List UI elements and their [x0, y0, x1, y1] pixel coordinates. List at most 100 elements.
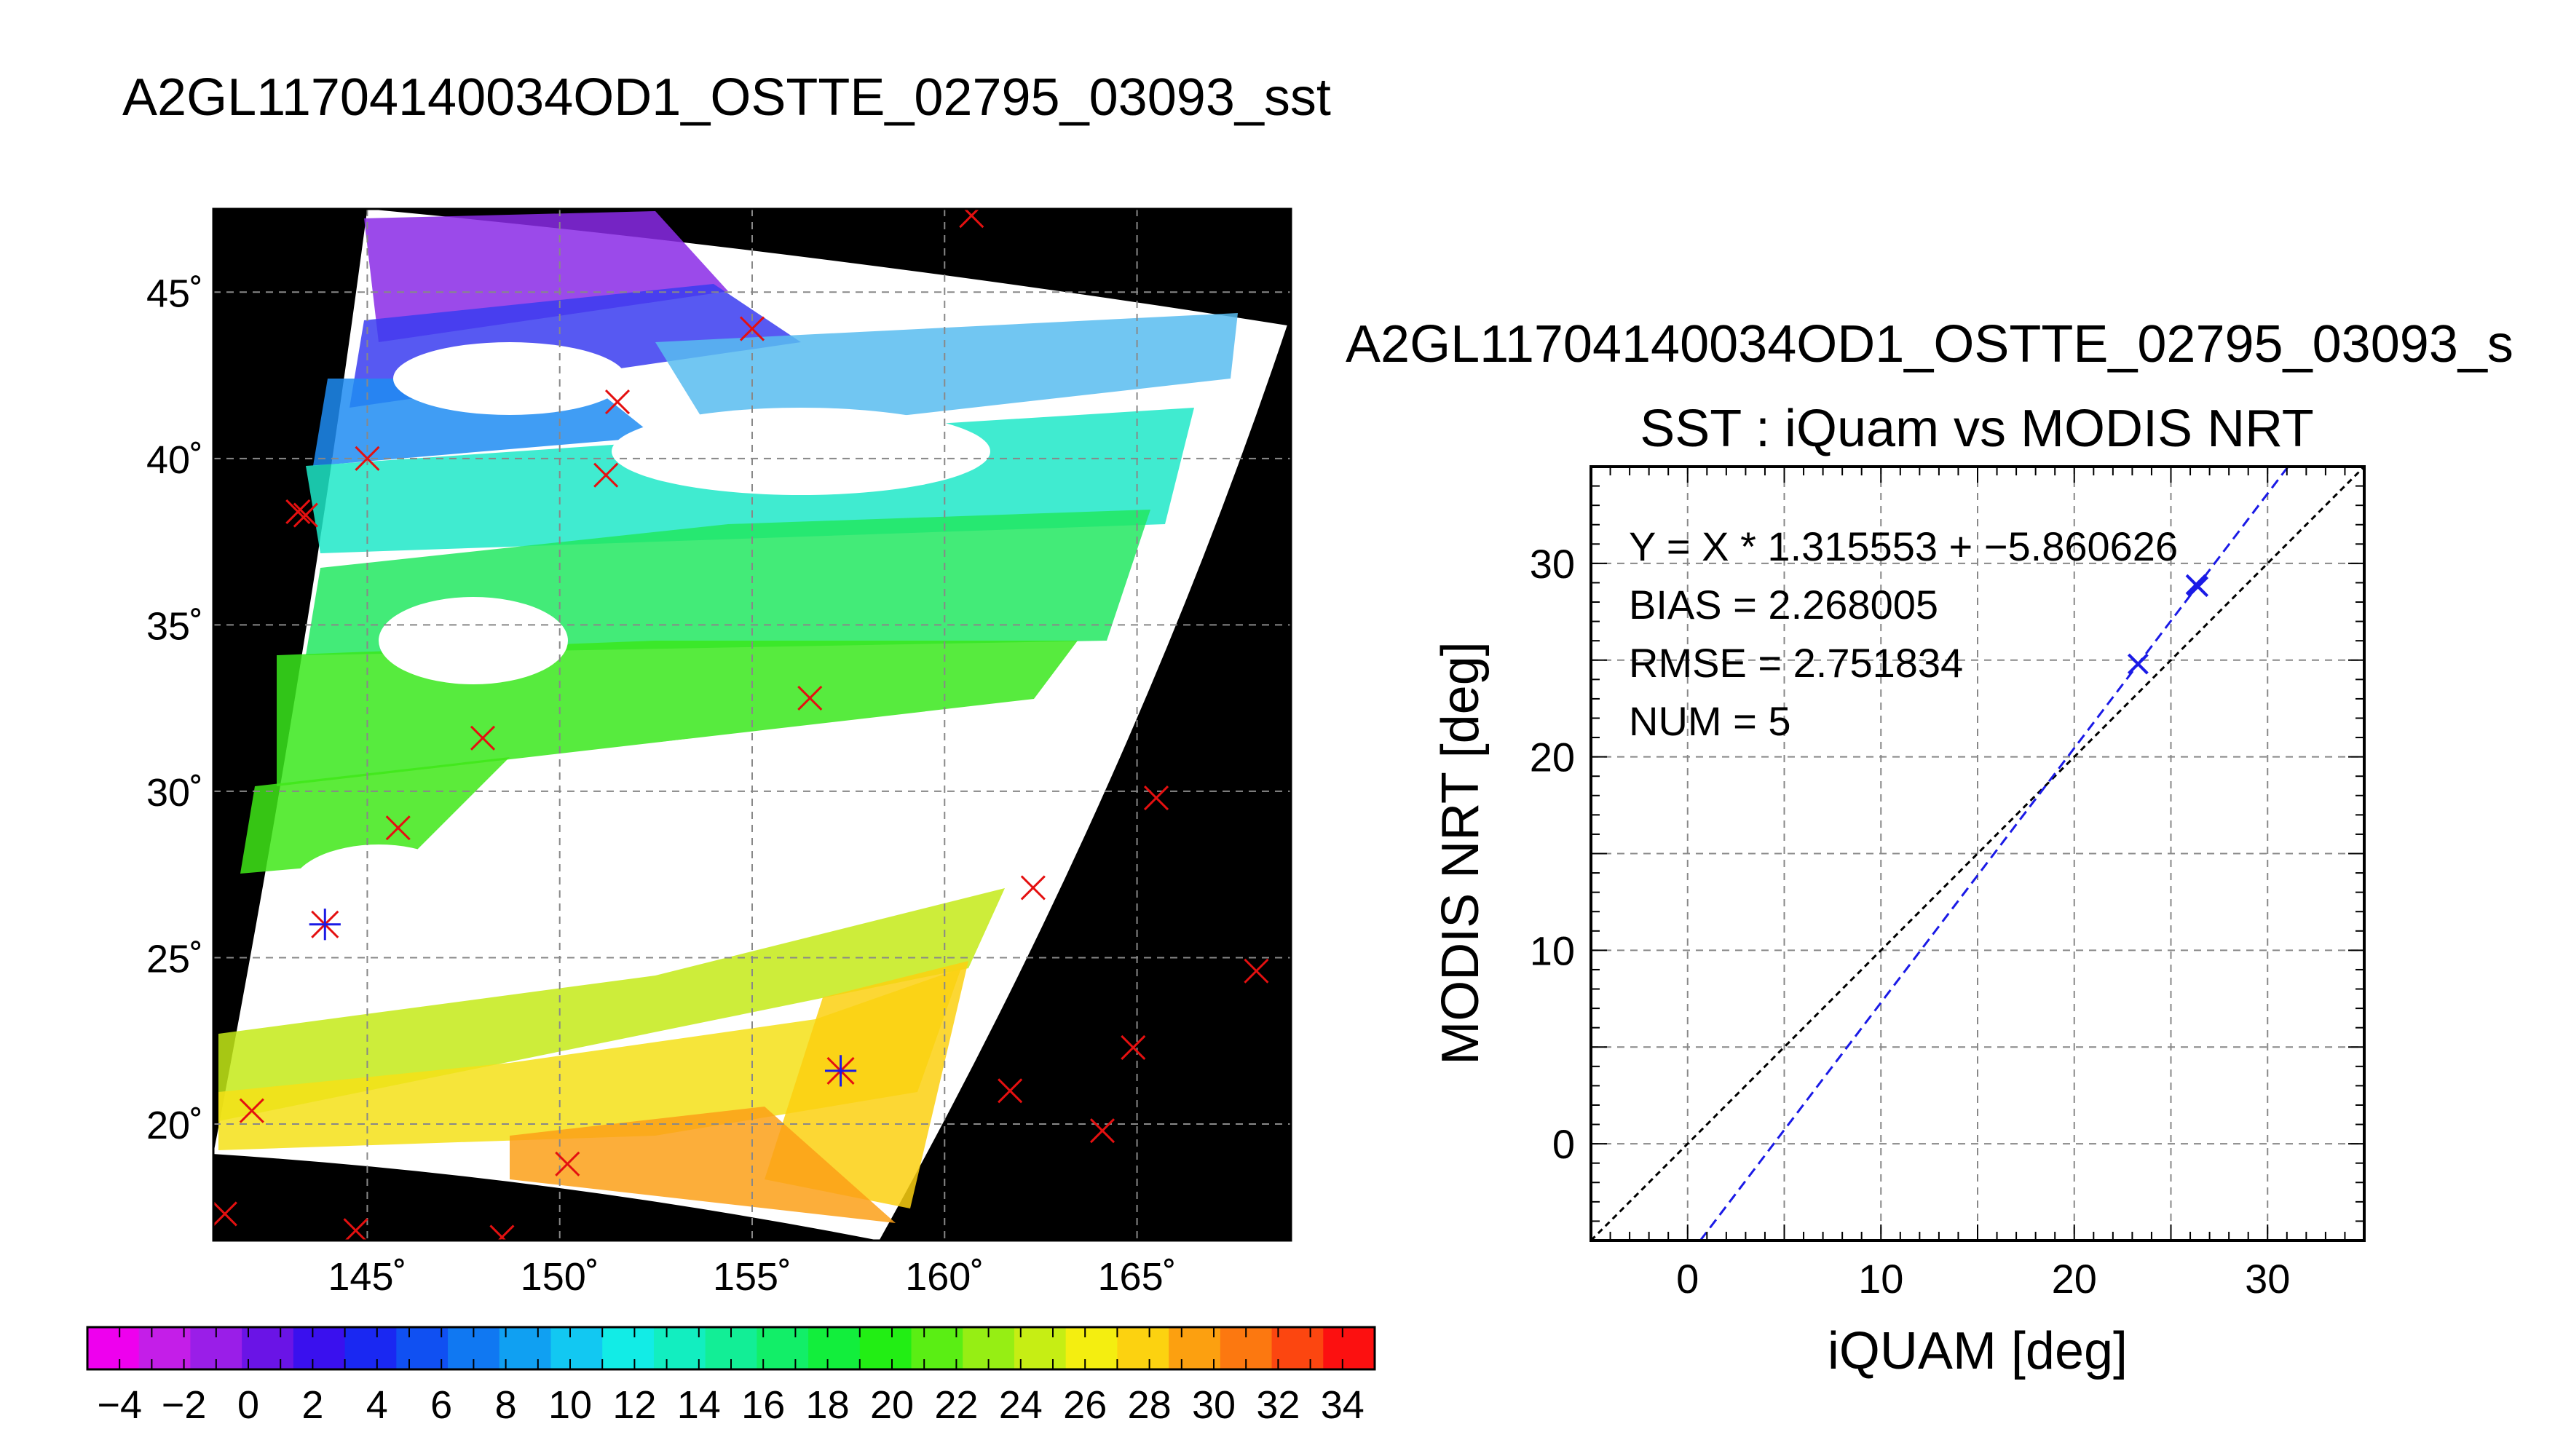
colorbar-tick-label: 20 — [870, 1383, 914, 1427]
scatter-title: SST : iQuam vs MODIS NRT — [1640, 400, 2314, 458]
lon-tick-label: 150˚ — [521, 1255, 599, 1299]
match-marker — [213, 1201, 237, 1227]
bias-value: BIAS = 2.268005 — [1629, 582, 1938, 628]
colorbar-tick-label: 24 — [999, 1383, 1043, 1427]
sst-field — [218, 211, 1238, 1223]
lat-tick-label: 40˚ — [146, 438, 203, 482]
cloud-gap — [379, 597, 568, 684]
match-marker — [385, 815, 411, 841]
y-tick-label: 20 — [1530, 735, 1575, 780]
match-marker — [1244, 958, 1269, 984]
match-marker — [1020, 875, 1046, 901]
colorbar: −4 −2 0 2 4 6 8 10 12 14 16 18 20 22 24 26 28 30 32 34 — [86, 1326, 1376, 1427]
colorbar-swatch — [1271, 1327, 1324, 1369]
star-marker — [309, 909, 341, 941]
colorbar-tick-labels: −4 −2 0 2 4 6 8 10 12 14 16 18 20 22 24 26 28 30 32 34 — [97, 1383, 1364, 1427]
map-frame — [212, 207, 1292, 1242]
y-tick-label: 0 — [1552, 1121, 1575, 1167]
colorbar-swatch — [1014, 1327, 1067, 1369]
colorbar-tick-label: −2 — [162, 1383, 207, 1427]
scatter-point — [2127, 653, 2149, 675]
cloud-gap — [532, 735, 998, 866]
y-axis-label: MODIS NRT [deg] — [1431, 641, 1490, 1065]
one-to-one-line — [1590, 465, 2366, 1242]
num-value: NUM = 5 — [1629, 698, 1791, 744]
match-marker — [959, 209, 984, 229]
colorbar-swatch — [1065, 1327, 1118, 1369]
scatter-heading: A2GL11704140034OD1_OSTTE_02795_03093_s — [1346, 315, 2513, 373]
y-tick-label: 10 — [1530, 927, 1575, 973]
match-marker — [489, 1224, 515, 1241]
colorbar-swatch — [396, 1327, 449, 1369]
lon-tick-label: 145˚ — [328, 1255, 406, 1299]
colorbar-swatch — [1323, 1327, 1375, 1369]
map-markers — [213, 209, 1269, 1241]
scatter-grid — [1591, 467, 2364, 1241]
colorbar-tick-label: 14 — [677, 1383, 721, 1427]
match-marker — [555, 1151, 580, 1176]
colorbar-tick-label: 22 — [934, 1383, 978, 1427]
match-marker — [1089, 1118, 1115, 1144]
colorbar-swatch — [602, 1327, 655, 1369]
colorbar-ticks — [119, 1327, 1343, 1369]
sst-patch — [218, 968, 961, 1150]
colorbar-tick-label: 18 — [806, 1383, 850, 1427]
cloud-gap — [393, 342, 626, 415]
page-title: A2GL11704140034OD1_OSTTE_02795_03093_sst — [122, 68, 1331, 127]
rmse-value: RMSE = 2.751834 — [1629, 640, 1963, 686]
sst-patch — [240, 757, 510, 874]
scatter-tick-labels: 0 10 20 30 0 10 20 30 — [1530, 541, 2291, 1302]
colorbar-tick-label: 26 — [1063, 1383, 1107, 1427]
map-tick-labels: 145˚ 150˚ 155˚ 160˚ 165˚ 20˚ 25˚ 30˚ 35˚ 40˚ 45˚ — [146, 272, 1177, 1299]
sst-patch — [765, 961, 968, 1208]
colorbar-swatch — [344, 1327, 397, 1369]
star-marker — [824, 1055, 857, 1087]
match-marker — [293, 502, 318, 528]
match-marker — [239, 1098, 264, 1123]
sst-patch — [364, 211, 728, 342]
colorbar-tick-label: 6 — [430, 1383, 452, 1427]
colorbar-tick-label: 0 — [237, 1383, 259, 1427]
x-tick-label: 10 — [1858, 1256, 1903, 1302]
sst-patch — [655, 313, 1238, 437]
match-marker — [355, 446, 380, 471]
scatter-point — [2187, 576, 2209, 598]
colorbar-tick-label: 32 — [1256, 1383, 1300, 1427]
colorbar-tick-label: 16 — [741, 1383, 785, 1427]
colorbar-swatch — [293, 1327, 346, 1369]
x-tick-label: 20 — [2052, 1256, 2097, 1302]
match-marker — [593, 462, 619, 488]
colorbar-tick-label: 4 — [366, 1383, 388, 1427]
scatter-minor-ticks — [1591, 467, 2364, 1241]
colorbar-swatch — [499, 1327, 551, 1369]
y-tick-label: 30 — [1530, 541, 1575, 587]
colorbar-tick-label: 10 — [548, 1383, 592, 1427]
fit-statistics: Y = X * 1.315553 + −5.860626 BIAS = 2.26… — [1629, 523, 2178, 744]
lon-tick-label: 165˚ — [1098, 1255, 1177, 1299]
colorbar-swatch — [1169, 1327, 1221, 1369]
lon-tick-label: 155˚ — [713, 1255, 791, 1299]
cloud-gap — [291, 844, 466, 932]
colorbar-tick-label: −4 — [97, 1383, 142, 1427]
colorbar-swatch — [550, 1327, 603, 1369]
match-marker — [470, 725, 496, 751]
lat-tick-label: 30˚ — [146, 771, 203, 815]
sst-patch — [510, 1107, 896, 1223]
scatter-plot: A2GL11704140034OD1_OSTTE_02795_03093_s S… — [1346, 315, 2513, 1380]
colorbar-swatch — [859, 1327, 912, 1369]
x-tick-label: 0 — [1676, 1256, 1699, 1302]
fit-equation: Y = X * 1.315553 + −5.860626 — [1629, 523, 2178, 569]
x-axis-label: iQUAM [deg] — [1828, 1322, 2128, 1380]
lat-tick-label: 45˚ — [146, 272, 203, 315]
colorbar-tick-label: 30 — [1192, 1383, 1236, 1427]
match-marker — [1121, 1034, 1146, 1060]
colorbar-tick-label: 8 — [495, 1383, 517, 1427]
colorbar-swatch — [87, 1327, 140, 1369]
colorbar-tick-label: 2 — [301, 1383, 323, 1427]
colorbar-swatch — [138, 1327, 191, 1369]
colorbar-swatch — [808, 1327, 861, 1369]
colorbar-swatch — [757, 1327, 809, 1369]
cloud-gap — [612, 408, 990, 495]
colorbar-swatch — [1117, 1327, 1169, 1369]
